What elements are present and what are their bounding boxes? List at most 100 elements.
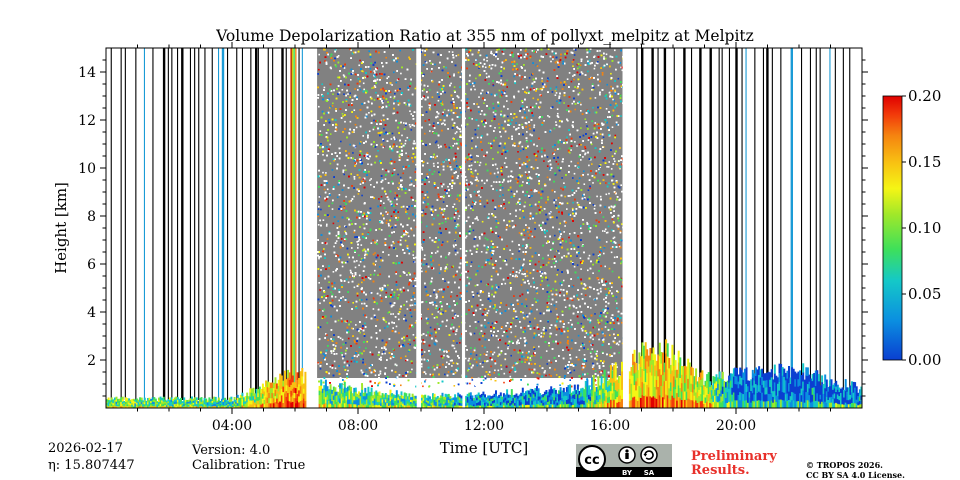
noise-pixel (491, 142, 493, 145)
noise-pixel (517, 145, 520, 147)
noise-pixel (342, 74, 345, 76)
noise-pixel (554, 94, 557, 96)
noise-pixel (317, 215, 319, 217)
noise-pixel (350, 79, 352, 81)
noise-pixel (338, 194, 341, 196)
noise-pixel (578, 177, 581, 179)
noise-pixel (346, 377, 348, 379)
noise-pixel (526, 131, 528, 133)
noise-pixel (452, 344, 455, 347)
noise-pixel (605, 232, 608, 234)
noise-pixel (512, 364, 515, 367)
noise-pixel (334, 296, 337, 298)
noise-pixel (397, 216, 400, 219)
noise-pixel (373, 99, 376, 101)
noise-pixel (502, 115, 505, 118)
noise-pixel (488, 66, 490, 68)
noise-pixel (505, 157, 507, 159)
noise-pixel (555, 308, 558, 310)
noise-pixel (340, 238, 343, 240)
noise-pixel (508, 307, 510, 310)
noise-pixel (326, 238, 329, 240)
noise-pixel (577, 67, 579, 70)
noise-pixel (516, 275, 518, 278)
noise-pixel (455, 55, 458, 57)
noise-pixel (503, 162, 506, 164)
noise-pixel (492, 111, 495, 114)
noise-pixel (404, 314, 406, 317)
noise-pixel (599, 254, 601, 257)
noise-pixel (413, 125, 416, 127)
noise-pixel (480, 251, 483, 253)
noise-pixel (572, 284, 575, 287)
noise-pixel (503, 372, 506, 375)
noise-pixel (512, 317, 515, 320)
noise-pixel (432, 156, 434, 158)
noise-pixel (605, 282, 608, 285)
noise-pixel (575, 190, 578, 192)
noise-pixel (534, 221, 536, 224)
noise-pixel (349, 276, 351, 278)
noise-pixel (504, 331, 507, 334)
noise-pixel (620, 277, 623, 280)
noise-pixel (561, 213, 563, 215)
noise-pixel (457, 71, 460, 74)
noise-pixel (413, 309, 416, 311)
noise-pixel (512, 267, 515, 269)
noise-pixel (578, 349, 581, 351)
noise-pixel (544, 370, 546, 372)
noise-pixel (554, 191, 556, 193)
noise-pixel (347, 301, 350, 303)
noise-pixel (351, 273, 354, 275)
noise-pixel (455, 131, 458, 133)
noise-pixel (428, 123, 431, 126)
noise-pixel (360, 257, 363, 260)
noise-pixel (431, 96, 434, 98)
noise-pixel (558, 97, 560, 99)
noise-pixel (393, 167, 396, 170)
noise-pixel (458, 325, 460, 328)
noise-pixel (368, 170, 370, 173)
noise-pixel (515, 122, 517, 124)
noise-pixel (478, 194, 480, 197)
noise-pixel (353, 195, 355, 198)
noise-pixel (426, 173, 428, 175)
noise-pixel (586, 109, 588, 112)
noise-pixel (522, 148, 525, 151)
noise-pixel (492, 84, 495, 87)
noise-pixel (406, 374, 408, 376)
noise-pixel (341, 354, 343, 356)
noise-pixel (521, 273, 523, 275)
noise-pixel (346, 347, 348, 350)
noise-pixel (475, 327, 477, 329)
noise-pixel (504, 358, 507, 361)
noise-pixel (396, 79, 399, 81)
noise-pixel (470, 347, 472, 349)
noise-pixel (577, 334, 580, 337)
noise-pixel (400, 93, 403, 96)
noise-pixel (516, 342, 518, 345)
noise-pixel (497, 355, 499, 357)
noise-pixel (458, 215, 461, 217)
noise-pixel (495, 284, 497, 286)
noise-pixel (518, 248, 521, 250)
noise-pixel (401, 134, 403, 137)
noise-pixel (476, 216, 478, 218)
noise-pixel (334, 158, 336, 161)
noise-pixel (566, 202, 569, 205)
noise-pixel (411, 380, 414, 382)
noise-pixel (413, 339, 415, 342)
noise-pixel (455, 226, 458, 228)
noise-pixel (486, 351, 489, 353)
noise-pixel (570, 260, 572, 263)
noise-pixel (560, 288, 562, 291)
noise-pixel (569, 195, 571, 197)
noise-pixel (412, 254, 414, 256)
noise-pixel (599, 182, 602, 185)
noise-pixel (393, 205, 395, 207)
noise-pixel (454, 314, 457, 317)
noise-pixel (373, 263, 375, 266)
noise-pixel (466, 290, 468, 293)
noise-pixel (522, 181, 524, 183)
noise-pixel (572, 209, 574, 211)
